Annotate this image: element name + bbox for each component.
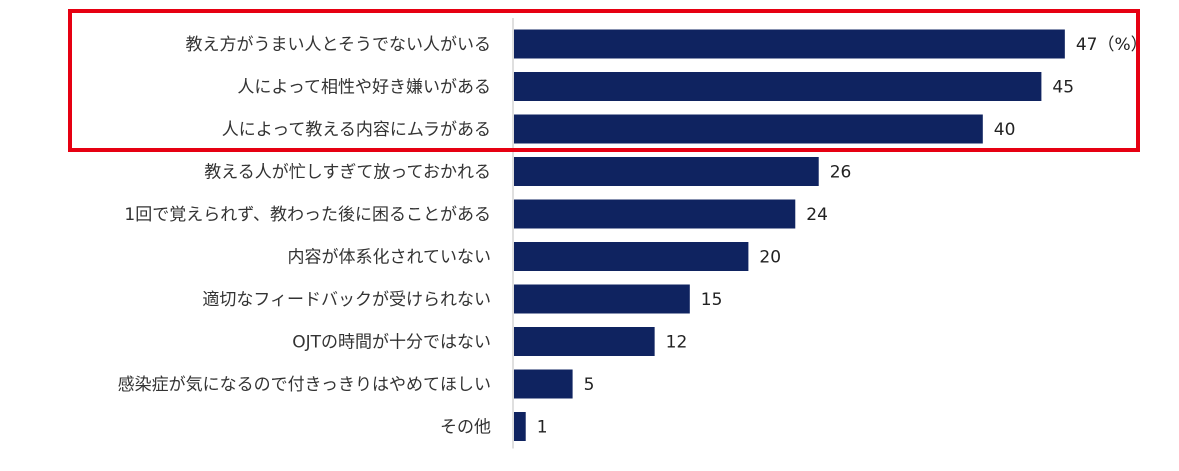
category-label: 教え方がうまい人とそうでない人がいる [186,35,492,55]
bar [514,199,796,229]
bar [514,242,749,271]
bar [514,284,690,314]
category-label: その他 [440,418,491,438]
bars-group [514,29,1065,441]
bar [514,157,819,186]
bar [514,72,1042,101]
bar [514,114,983,144]
category-label: 1回で覚えられず、教わった後に困ることがある [124,205,491,225]
bar [514,29,1065,59]
category-label: 内容が体系化されていない [288,248,492,268]
value-label: 1 [537,418,548,438]
value-labels-group: 47（%） 45 40 26 24 20 15 12 5 1 [537,35,1148,438]
bar [514,369,573,399]
value-label: 24 [806,205,828,225]
value-label: 45 [1052,78,1074,98]
value-label: 20 [759,248,781,268]
bar [514,412,526,441]
value-label: 12 [666,333,688,353]
value-label: 47（%） [1076,35,1148,55]
category-label: 感染症が気になるので付きっきりはやめてほしい [118,375,491,395]
bar [514,327,655,356]
category-label: 適切なフィードバックが受けられない [202,290,491,310]
value-label: 15 [701,290,723,310]
category-label: 人によって教える内容にムラがある [222,120,491,140]
category-label: 教える人が忙しすぎて放っておかれる [204,163,491,183]
value-label: 5 [584,375,595,395]
value-label: 40 [994,120,1016,140]
category-labels-group: 教え方がうまい人とそうでない人がいる人によって相性や好き嫌いがある人によって教え… [118,35,491,438]
category-label: 人によって相性や好き嫌いがある [237,78,491,98]
value-label: 26 [830,163,852,183]
category-label: OJTの時間が十分ではない [292,333,491,353]
highlight-frame [68,9,1140,152]
